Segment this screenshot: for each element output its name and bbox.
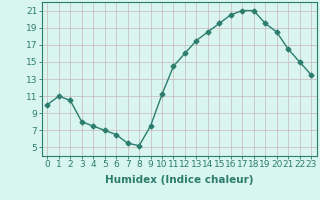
X-axis label: Humidex (Indice chaleur): Humidex (Indice chaleur) [105,175,253,185]
